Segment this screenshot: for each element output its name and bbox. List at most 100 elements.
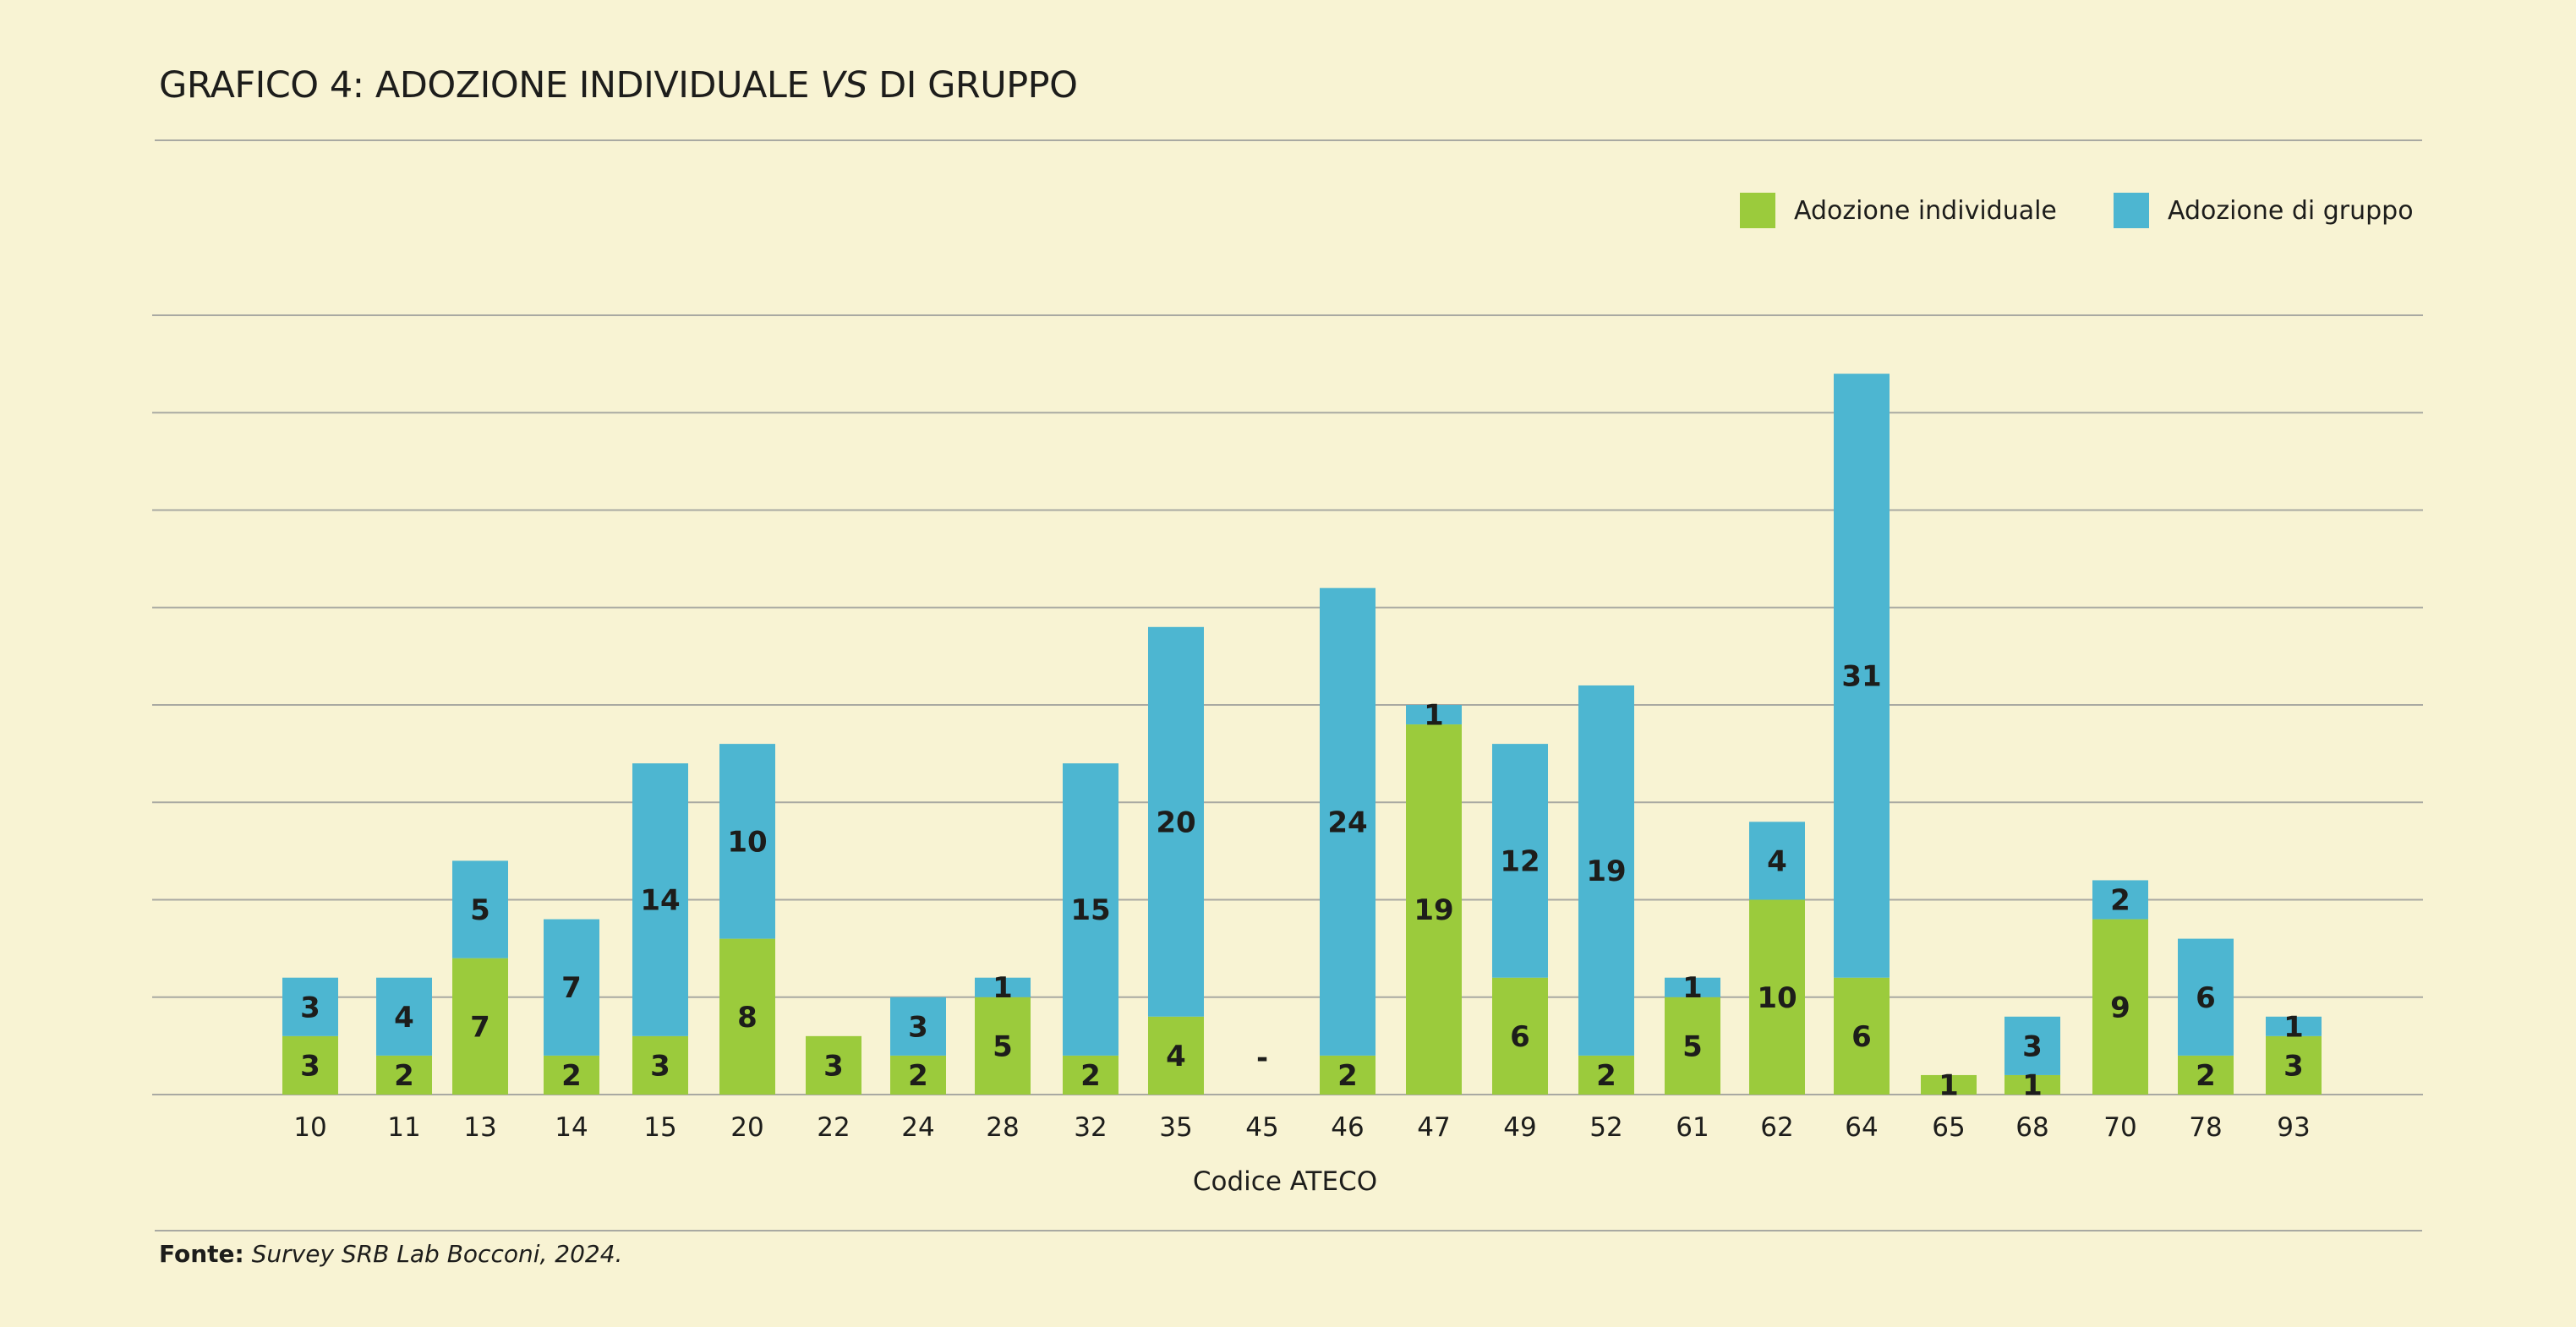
chart-title-prefix: GRAFICO 4: ADOZIONE INDIVIDUALE bbox=[159, 64, 821, 106]
data-label-group-64: 31 bbox=[1841, 659, 1881, 693]
legend-label-group: Adozione di gruppo bbox=[2168, 195, 2414, 226]
data-label-group-93: 1 bbox=[2283, 1010, 2304, 1044]
data-label-group-32: 15 bbox=[1070, 893, 1110, 927]
bar-individual-28 bbox=[975, 997, 1031, 1095]
bar-group-11 bbox=[376, 977, 432, 1056]
data-label-group-52: 19 bbox=[1586, 855, 1626, 888]
x-tick-label-68: 68 bbox=[2015, 1112, 2048, 1143]
x-tick-label-20: 20 bbox=[730, 1112, 763, 1143]
data-label-group-61: 1 bbox=[1682, 971, 1703, 1005]
legend-label-individual: Adozione individuale bbox=[1794, 195, 2057, 226]
chart-title-suffix: DI GRUPPO bbox=[867, 64, 1078, 106]
data-label-individual-20: 8 bbox=[737, 1001, 757, 1035]
bar-group-62 bbox=[1749, 822, 1805, 900]
bar-individual-61 bbox=[1665, 997, 1720, 1095]
x-tick-label-64: 64 bbox=[1845, 1112, 1878, 1143]
data-label-group-13: 5 bbox=[470, 893, 490, 927]
bar-individual-11 bbox=[376, 1055, 432, 1095]
x-tick-label-22: 22 bbox=[817, 1112, 850, 1143]
data-label-group-10: 3 bbox=[300, 991, 320, 1024]
bar-group-15 bbox=[632, 763, 688, 1036]
data-label-group-14: 7 bbox=[561, 971, 582, 1005]
bar-group-52 bbox=[1578, 685, 1634, 1056]
data-label-group-46: 24 bbox=[1327, 805, 1367, 839]
bar-individual-22 bbox=[806, 1035, 861, 1095]
data-label-group-35: 20 bbox=[1156, 805, 1195, 839]
data-label-group-24: 3 bbox=[908, 1010, 928, 1044]
bar-individual-35 bbox=[1148, 1016, 1204, 1095]
data-label-individual-35: 4 bbox=[1166, 1040, 1186, 1073]
chart-title-italic: VS bbox=[820, 64, 867, 106]
data-label-empty-45: - bbox=[1256, 1041, 1268, 1075]
legend-item-individual: Adozione individuale bbox=[1740, 193, 2057, 228]
data-label-individual-64: 6 bbox=[1851, 1020, 1872, 1054]
data-label-individual-10: 3 bbox=[300, 1049, 320, 1083]
bar-group-78 bbox=[2178, 938, 2234, 1056]
data-label-group-78: 6 bbox=[2196, 981, 2216, 1015]
bar-individual-15 bbox=[632, 1035, 688, 1095]
bar-individual-10 bbox=[282, 1035, 338, 1095]
x-axis-label: Codice ATECO bbox=[1193, 1166, 1377, 1197]
x-tick-label-28: 28 bbox=[986, 1112, 1019, 1143]
bar-individual-70 bbox=[2092, 919, 2148, 1095]
bar-group-13 bbox=[452, 860, 508, 958]
bar-group-35 bbox=[1148, 626, 1204, 1017]
bar-group-64 bbox=[1834, 374, 1890, 978]
bar-group-70 bbox=[2092, 880, 2148, 920]
x-tick-label-62: 62 bbox=[1760, 1112, 1793, 1143]
bars bbox=[282, 374, 2322, 1095]
x-tick-label-10: 10 bbox=[293, 1112, 326, 1143]
x-tick-label-47: 47 bbox=[1417, 1112, 1450, 1143]
x-tick-label-78: 78 bbox=[2189, 1112, 2222, 1143]
x-tick-label-15: 15 bbox=[643, 1112, 676, 1143]
bar-individual-62 bbox=[1749, 899, 1805, 1095]
data-label-group-20: 10 bbox=[727, 825, 767, 859]
data-label-individual-11: 2 bbox=[394, 1059, 414, 1093]
bar-individual-64 bbox=[1834, 977, 1890, 1095]
bar-individual-52 bbox=[1578, 1055, 1634, 1095]
data-label-group-11: 4 bbox=[394, 1001, 414, 1035]
bar-individual-49 bbox=[1492, 977, 1548, 1095]
data-label-individual-52: 2 bbox=[1596, 1059, 1616, 1093]
legend-swatch-group bbox=[2114, 193, 2149, 228]
data-label-individual-93: 3 bbox=[2283, 1049, 2304, 1083]
bar-group-28 bbox=[975, 977, 1031, 997]
bar-group-93 bbox=[2266, 1016, 2322, 1036]
x-tick-label-52: 52 bbox=[1589, 1112, 1622, 1143]
source-note: Fonte: Survey SRB Lab Bocconi, 2024. bbox=[159, 1240, 622, 1268]
data-label-individual-28: 5 bbox=[993, 1029, 1013, 1063]
x-tick-label-11: 11 bbox=[387, 1112, 420, 1143]
bar-group-68 bbox=[2004, 1016, 2060, 1075]
bar-group-61 bbox=[1665, 977, 1720, 997]
data-label-individual-47: 19 bbox=[1414, 893, 1453, 927]
legend-swatch-individual bbox=[1740, 193, 1775, 228]
bar-individual-20 bbox=[719, 938, 775, 1095]
data-label-individual-78: 2 bbox=[2196, 1059, 2216, 1093]
bar-group-46 bbox=[1320, 587, 1376, 1056]
bar-group-24 bbox=[890, 997, 946, 1056]
bar-individual-93 bbox=[2266, 1035, 2322, 1095]
data-label-individual-32: 2 bbox=[1080, 1059, 1101, 1093]
data-label-individual-15: 3 bbox=[650, 1049, 670, 1083]
data-label-group-47: 1 bbox=[1424, 699, 1444, 733]
x-tick-label-93: 93 bbox=[2277, 1112, 2310, 1143]
data-label-group-49: 12 bbox=[1500, 844, 1540, 878]
legend-item-group: Adozione di gruppo bbox=[2114, 193, 2414, 228]
data-label-individual-49: 6 bbox=[1510, 1020, 1530, 1054]
bar-individual-46 bbox=[1320, 1055, 1376, 1095]
x-tick-label-65: 65 bbox=[1932, 1112, 1965, 1143]
source-text: Survey SRB Lab Bocconi, 2024. bbox=[243, 1240, 623, 1268]
gridlines bbox=[152, 314, 2423, 1095]
data-label-group-70: 2 bbox=[2110, 884, 2130, 918]
data-label-individual-68: 1 bbox=[2022, 1068, 2043, 1102]
data-label-individual-70: 9 bbox=[2110, 991, 2130, 1024]
x-tick-label-45: 45 bbox=[1245, 1112, 1278, 1143]
data-label-group-15: 14 bbox=[640, 884, 680, 918]
bar-group-14 bbox=[544, 919, 599, 1056]
data-label-group-28: 1 bbox=[993, 971, 1013, 1005]
x-tick-label-61: 61 bbox=[1676, 1112, 1709, 1143]
bar-group-20 bbox=[719, 744, 775, 939]
bar-individual-78 bbox=[2178, 1055, 2234, 1095]
data-label-individual-62: 10 bbox=[1757, 981, 1797, 1015]
